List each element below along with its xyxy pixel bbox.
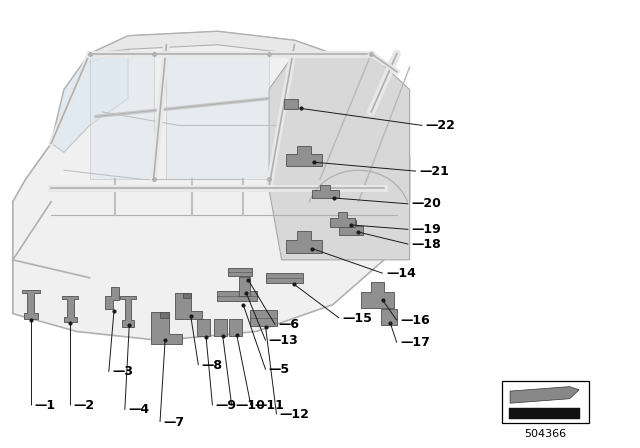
Polygon shape — [361, 282, 394, 308]
Polygon shape — [13, 31, 410, 340]
Polygon shape — [266, 273, 303, 283]
FancyBboxPatch shape — [509, 408, 580, 419]
Polygon shape — [330, 212, 355, 227]
Polygon shape — [63, 296, 79, 322]
Polygon shape — [175, 293, 202, 319]
Text: —22: —22 — [426, 119, 456, 132]
Text: —1: —1 — [34, 399, 55, 412]
Text: —7: —7 — [163, 415, 184, 429]
Text: —10: —10 — [235, 399, 265, 412]
Polygon shape — [151, 312, 182, 344]
Polygon shape — [197, 319, 210, 336]
Polygon shape — [381, 309, 397, 325]
Polygon shape — [22, 290, 40, 319]
Text: —12: —12 — [280, 408, 310, 421]
Text: —6: —6 — [278, 318, 300, 332]
Text: —16: —16 — [400, 314, 429, 327]
Polygon shape — [105, 287, 119, 309]
Text: —18: —18 — [412, 237, 441, 251]
Text: —8: —8 — [202, 358, 223, 372]
Text: —13: —13 — [269, 334, 298, 347]
Text: —17: —17 — [400, 336, 430, 349]
Polygon shape — [239, 277, 250, 296]
Polygon shape — [90, 54, 154, 179]
Polygon shape — [339, 220, 363, 235]
Polygon shape — [284, 99, 298, 109]
Polygon shape — [120, 296, 136, 327]
Text: —4: —4 — [128, 403, 149, 417]
Text: —21: —21 — [419, 164, 449, 178]
Polygon shape — [214, 319, 227, 336]
Polygon shape — [51, 49, 128, 152]
Text: —11: —11 — [254, 399, 284, 412]
Polygon shape — [90, 31, 333, 63]
Polygon shape — [166, 54, 269, 179]
Text: —15: —15 — [342, 311, 372, 325]
Text: —2: —2 — [74, 399, 95, 412]
Polygon shape — [217, 291, 257, 301]
FancyBboxPatch shape — [502, 381, 589, 423]
Polygon shape — [510, 387, 579, 403]
Text: —19: —19 — [412, 223, 441, 236]
Text: —5: —5 — [269, 363, 290, 376]
Polygon shape — [287, 146, 321, 166]
Text: 504366: 504366 — [525, 429, 566, 439]
Text: —9: —9 — [216, 399, 237, 412]
Polygon shape — [287, 231, 321, 253]
Polygon shape — [160, 312, 170, 318]
Polygon shape — [269, 54, 410, 260]
Polygon shape — [250, 310, 277, 326]
Polygon shape — [228, 268, 252, 276]
Text: —20: —20 — [412, 197, 442, 211]
Text: —3: —3 — [112, 365, 133, 379]
Polygon shape — [312, 185, 339, 198]
Polygon shape — [229, 319, 242, 336]
Text: —14: —14 — [386, 267, 416, 280]
Polygon shape — [184, 293, 191, 298]
